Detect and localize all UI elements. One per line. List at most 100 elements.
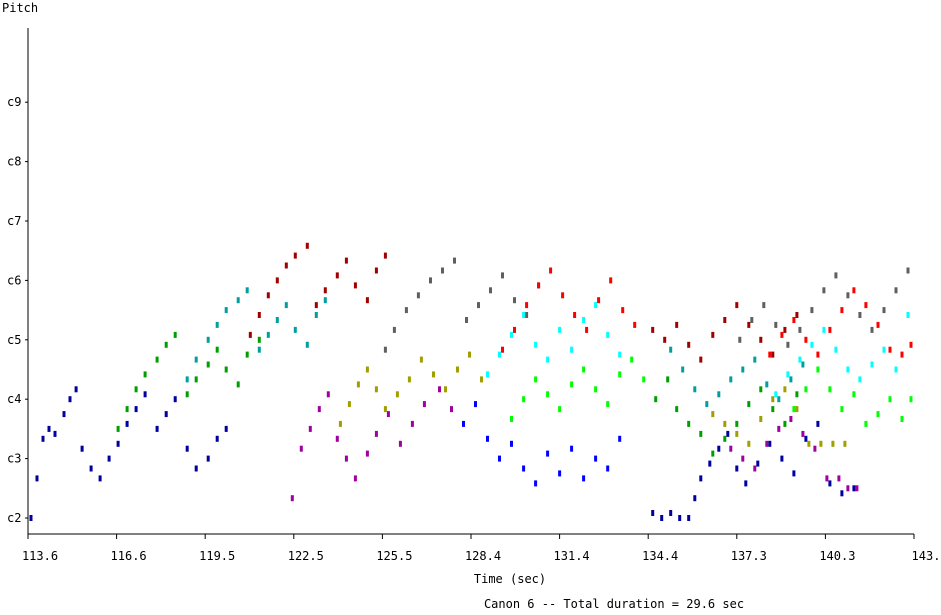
note-mark [326, 391, 330, 398]
note-mark [257, 312, 261, 318]
note-mark [510, 440, 513, 447]
note-mark [663, 336, 667, 343]
note-mark [365, 450, 369, 457]
note-mark [741, 366, 745, 373]
note-mark [525, 302, 529, 309]
note-mark [801, 361, 805, 368]
note-mark [651, 326, 655, 333]
note-mark [729, 376, 733, 383]
note-mark [477, 302, 480, 309]
note-mark [305, 341, 309, 348]
note-mark [450, 406, 453, 413]
note-mark [768, 440, 772, 447]
note-mark [314, 312, 318, 318]
note-mark [735, 465, 739, 472]
note-mark [173, 331, 177, 338]
note-mark [816, 366, 820, 373]
note-mark [621, 307, 625, 314]
note-mark [383, 406, 387, 413]
note-mark [215, 321, 219, 328]
note-mark [257, 346, 261, 353]
note-mark [765, 440, 769, 447]
note-mark [792, 406, 796, 413]
note-mark [759, 386, 763, 393]
note-mark [407, 376, 411, 383]
note-mark [711, 331, 715, 338]
note-mark [486, 371, 489, 378]
note-mark [675, 406, 679, 413]
note-mark [353, 475, 357, 482]
x-tick-label: 125.5 [376, 549, 412, 563]
note-mark [618, 351, 622, 358]
note-mark [374, 267, 378, 274]
note-mark [813, 445, 817, 452]
note-mark [419, 356, 423, 363]
note-mark [771, 396, 775, 403]
note-mark [116, 440, 120, 447]
note-mark [882, 346, 886, 353]
note-mark [765, 381, 769, 388]
note-mark [741, 455, 745, 462]
y-axis-label: Pitch [2, 1, 38, 15]
note-mark [828, 386, 832, 393]
y-tick-label: c7 [7, 214, 21, 228]
y-tick-label: c8 [7, 155, 21, 169]
note-mark [290, 495, 294, 502]
note-mark [723, 420, 727, 427]
note-mark [510, 416, 513, 422]
x-tick-label: 131.4 [554, 549, 590, 563]
note-mark [546, 356, 550, 363]
note-mark [846, 292, 850, 299]
note-mark [843, 440, 847, 447]
note-mark [398, 440, 402, 447]
note-mark [582, 317, 586, 323]
note-mark [125, 420, 129, 427]
note-mark [786, 341, 790, 348]
note-mark [768, 351, 772, 358]
note-mark [257, 336, 261, 343]
x-tick-label: 119.5 [199, 549, 235, 563]
note-mark [864, 420, 868, 427]
note-mark [194, 376, 198, 383]
note-mark [606, 401, 610, 408]
note-mark [585, 326, 589, 333]
note-mark [753, 356, 757, 363]
x-tick-label: 137.3 [731, 549, 767, 563]
note-mark [558, 406, 562, 413]
x-ticks: 113.6 116.6 119.5 122.5 125.5 128.4 131.4 134.4… [22, 534, 940, 563]
note-mark [594, 455, 598, 462]
note-mark [729, 445, 733, 452]
note-mark [206, 361, 210, 368]
note-mark [594, 302, 598, 309]
note-mark [756, 460, 760, 467]
note-mark [705, 401, 709, 408]
note-mark [299, 445, 303, 452]
note-mark [456, 366, 459, 373]
note-mark [383, 252, 387, 259]
note-mark [807, 440, 811, 447]
note-mark [537, 282, 541, 289]
note-mark [305, 242, 309, 249]
note-mark [804, 435, 808, 442]
y-tick-label: c3 [7, 452, 21, 466]
note-mark [561, 292, 565, 299]
note-mark [224, 425, 228, 432]
note-mark [236, 297, 240, 304]
note-mark [687, 515, 691, 521]
note-mark [365, 366, 369, 373]
note-mark [534, 480, 538, 487]
note-mark [134, 386, 138, 393]
note-mark [681, 366, 685, 373]
note-mark [356, 381, 360, 388]
note-mark [735, 430, 739, 437]
note-mark [480, 376, 483, 383]
note-mark [344, 455, 348, 462]
note-mark [53, 430, 57, 437]
note-mark [840, 307, 844, 314]
note-mark [738, 336, 742, 343]
note-mark [609, 277, 613, 284]
note-mark [206, 336, 210, 343]
note-mark [143, 391, 147, 398]
note-mark [215, 346, 219, 353]
note-mark [68, 396, 72, 403]
